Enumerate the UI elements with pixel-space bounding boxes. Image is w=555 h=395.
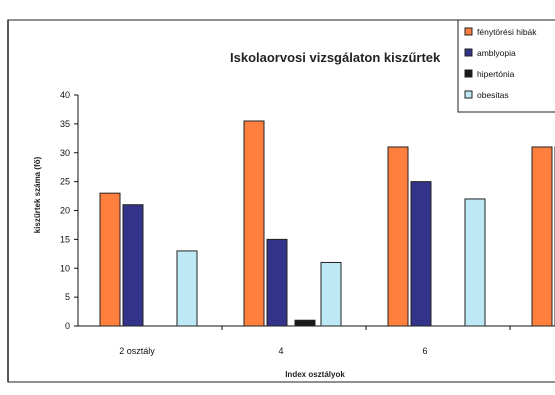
y-tick-label: 5 [65,292,70,302]
bar-1-2 [243,120,265,327]
x-axis-title: Index osztályok [285,370,345,379]
legend-box [457,19,555,113]
y-tick-label: 10 [60,263,70,273]
bar-4-3 [464,198,486,327]
bar-4-1 [176,250,198,327]
y-tick-label: 20 [60,206,70,216]
legend-label: obesitas [477,90,509,100]
x-tick-label: 6 [422,346,427,356]
legend-label: hipertónia [477,69,515,79]
y-tick-label: 30 [60,148,70,158]
bar-2-3 [410,181,432,327]
legend-label: amblyopia [477,48,516,58]
bar-4-2 [320,261,342,327]
bar-3-2 [294,319,316,327]
y-tick-label: 40 [60,90,70,100]
x-axis: 2 osztály468 [78,325,555,356]
y-tick-label: 25 [60,177,70,187]
y-tick-label: 0 [65,321,70,331]
bar-2-2 [266,238,288,327]
x-tick-label: 4 [278,346,283,356]
y-tick-label: 15 [60,234,70,244]
legend-swatch [464,90,473,99]
legend: fénytörési hibák amblyopia hipertónia obesi… [457,19,555,113]
y-tick-label: 35 [60,119,70,129]
bar-1-1 [99,192,121,327]
bar-2-1 [122,204,144,327]
y-axis: 0 5 10 15 20 25 30 35 40 [60,90,79,331]
legend-label: fénytörési hibák [477,27,537,37]
legend-swatch [464,69,473,78]
bar-1-3 [387,146,409,327]
legend-swatch [464,48,473,57]
legend-swatch [464,27,473,36]
x-tick-label: 2 osztály [119,346,155,356]
bars [99,120,555,327]
bar-1-4 [531,146,553,327]
chart-title: Iskolaorvosi vizsgálaton kiszűrtek [230,50,441,65]
y-axis-title: kiszűrtek száma (fő) [33,156,42,233]
